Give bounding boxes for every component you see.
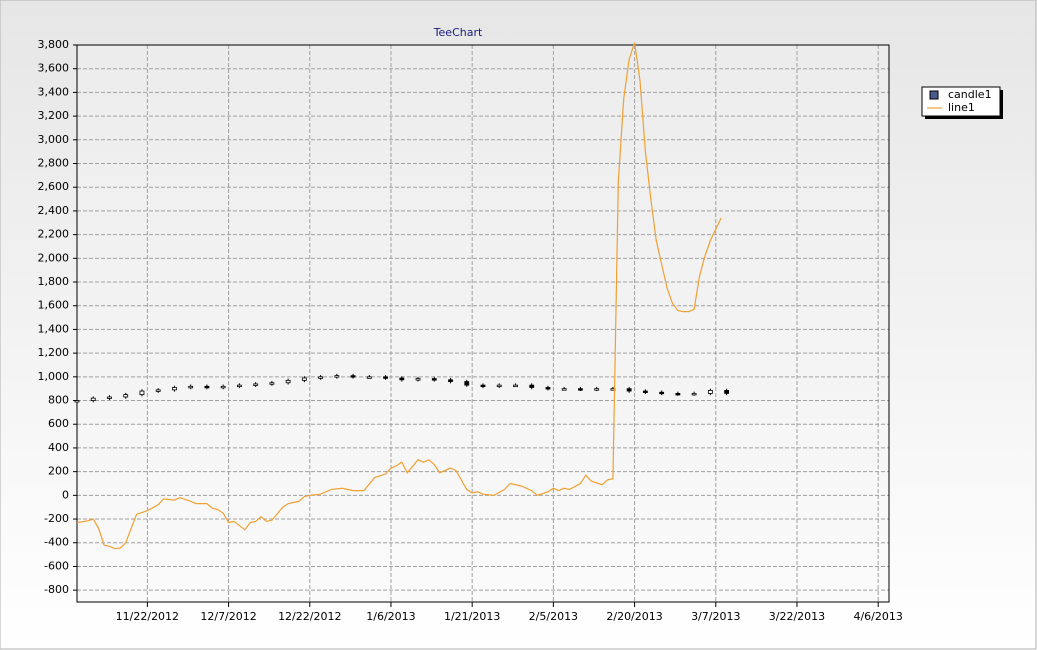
y-tick-label: 1,400 [38,322,70,335]
x-tick-label: 12/22/2012 [278,610,341,623]
candle-body [107,396,112,399]
candle-body [561,388,567,391]
y-tick-label: 2,200 [38,228,70,241]
candle-body [236,384,242,388]
y-tick-label: -600 [44,559,69,572]
candle-body [578,388,583,391]
y-tick-label: 1,000 [38,370,70,383]
x-tick-label: 1/21/2013 [444,610,500,623]
candle-body [155,389,161,392]
y-tick-label: -800 [44,583,69,596]
x-tick-label: 11/22/2012 [116,610,179,623]
candle-body [172,387,177,391]
candle-body [253,383,259,386]
x-tick-label: 1/6/2013 [366,610,415,623]
x-tick-label: 4/6/2013 [853,610,902,623]
y-tick-label: -200 [44,512,69,525]
candle-body [464,381,470,386]
line-series [76,42,722,550]
y-tick-label: 800 [48,394,69,407]
y-tick-label: 600 [48,417,69,430]
candle-body [513,384,518,388]
x-tick-label: 2/5/2013 [529,610,578,623]
y-tick-label: 2,800 [38,157,70,170]
candle-body [496,384,502,388]
candle-body [594,388,600,391]
candle-body [431,378,437,381]
candle-body [220,385,226,389]
y-tick-label: 3,600 [38,62,70,75]
candle-body [123,394,129,398]
candle-body [691,393,697,396]
y-tick-label: 200 [48,465,69,478]
candle-body [383,376,388,379]
candle-body [366,376,372,379]
candle-body [448,379,453,382]
y-tick-label: 1,200 [38,346,70,359]
candle-body [350,375,356,378]
candle-body [659,391,665,395]
chart-title: TeeChart [433,26,483,39]
legend-label: candle1 [948,88,992,101]
y-tick-label: 0 [62,488,69,501]
candle-body [529,384,535,388]
plot-frame [76,44,890,603]
x-tick-label: 12/7/2012 [200,610,256,623]
y-tick-label: 400 [48,441,69,454]
legend-symbol [929,90,939,100]
candle-body [415,378,421,381]
candle-body [480,384,486,388]
x-tick-label: 3/7/2013 [691,610,740,623]
y-tick-label: 1,800 [38,275,70,288]
plot-area [77,45,889,602]
candle-body [399,377,405,381]
y-tick-label: 1,600 [38,299,70,312]
y-tick-label: 3,800 [38,38,70,51]
y-tick-label: 2,600 [38,180,70,193]
candle-body [269,382,275,385]
y-tick-label: 2,000 [38,251,70,264]
candle-body [724,390,729,394]
candle-body [334,375,340,378]
x-tick-label: 3/22/2013 [769,610,825,623]
x-tick-label: 2/20/2013 [606,610,662,623]
candle-body [643,390,648,393]
candle-body [545,387,551,390]
candle-body [318,376,324,379]
series-layer [74,42,729,550]
candle-body [707,390,713,394]
candle-body [626,388,632,392]
y-tick-label: 3,400 [38,85,70,98]
candle-body [675,393,681,396]
candle-body [301,377,307,381]
y-tick-label: 3,000 [38,133,70,146]
candle-body [285,379,291,384]
candle-body [74,400,80,403]
y-tick-label: 2,400 [38,204,70,217]
candle-body [204,385,210,389]
candle-body [139,390,145,396]
legend-label: line1 [948,101,975,114]
y-tick-label: 3,200 [38,109,70,122]
candle-body [188,385,194,389]
y-tick-label: -400 [44,536,69,549]
candle-body [90,397,96,401]
